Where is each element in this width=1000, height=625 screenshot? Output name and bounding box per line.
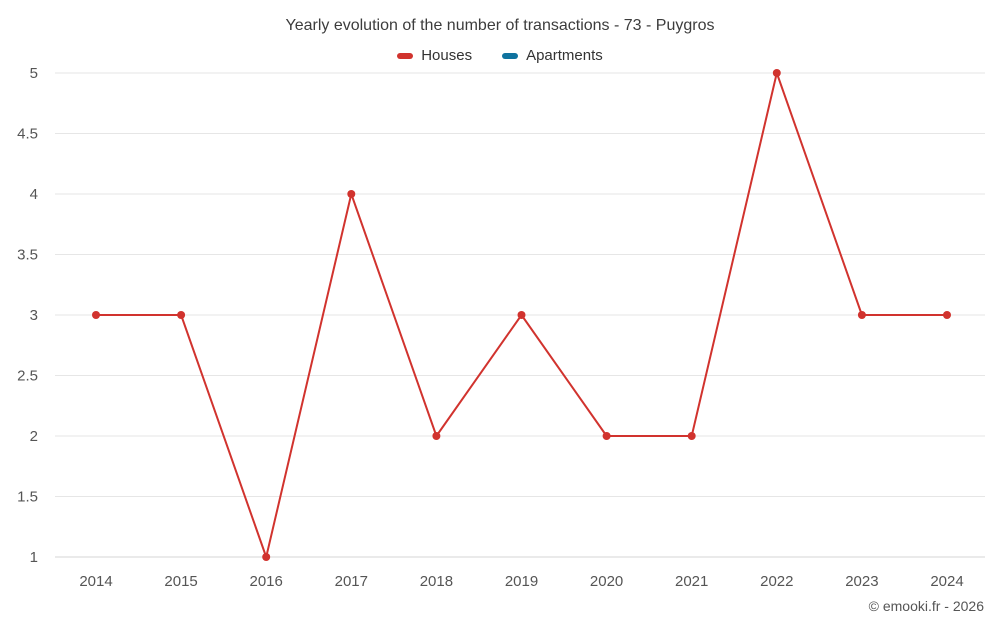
chart-title: Yearly evolution of the number of transa… [285, 17, 715, 34]
y-tick-label: 4 [30, 186, 38, 203]
data-point[interactable] [262, 553, 271, 561]
data-point[interactable] [772, 69, 781, 77]
y-tick-label: 4.5 [17, 126, 38, 143]
data-point[interactable] [517, 311, 526, 319]
houses-series-swatch-icon [397, 52, 414, 59]
data-point[interactable] [92, 311, 100, 319]
x-tick-label: 2019 [505, 573, 538, 590]
y-tick-label: 5 [30, 65, 38, 82]
footer-credit: © emooki.fr - 2026 [868, 598, 984, 614]
legend-label-apartments: Apartments [526, 47, 603, 64]
y-tick-label: 3.5 [17, 247, 38, 264]
x-tick-label: 2021 [675, 573, 708, 590]
x-tick-label: 2015 [164, 573, 197, 590]
y-tick-label: 1.5 [17, 489, 38, 506]
data-point[interactable] [177, 311, 186, 319]
x-tick-label: 2023 [845, 573, 878, 590]
chart-legend: Houses Apartments [0, 47, 1000, 64]
data-point[interactable] [602, 432, 611, 440]
data-point[interactable] [432, 432, 441, 440]
y-tick-label: 2 [30, 428, 38, 445]
data-point[interactable] [347, 190, 356, 198]
x-tick-label: 2018 [420, 573, 453, 590]
y-tick-label: 1 [30, 549, 38, 566]
data-point[interactable] [857, 311, 866, 319]
x-tick-label: 2020 [590, 573, 623, 590]
x-tick-label: 2024 [930, 573, 963, 590]
data-point[interactable] [943, 311, 951, 319]
legend-label-houses: Houses [421, 47, 473, 64]
y-tick-label: 2.5 [17, 368, 38, 385]
data-point[interactable] [687, 432, 696, 440]
y-tick-label: 3 [30, 307, 38, 324]
x-tick-label: 2017 [335, 573, 368, 590]
x-tick-label: 2014 [79, 573, 112, 590]
x-tick-label: 2022 [760, 573, 793, 590]
x-tick-label: 2016 [250, 573, 283, 590]
legend-item-houses[interactable]: Houses [397, 47, 472, 64]
apartments-series-swatch-icon [502, 52, 519, 59]
legend-item-apartments[interactable]: Apartments [502, 47, 603, 64]
